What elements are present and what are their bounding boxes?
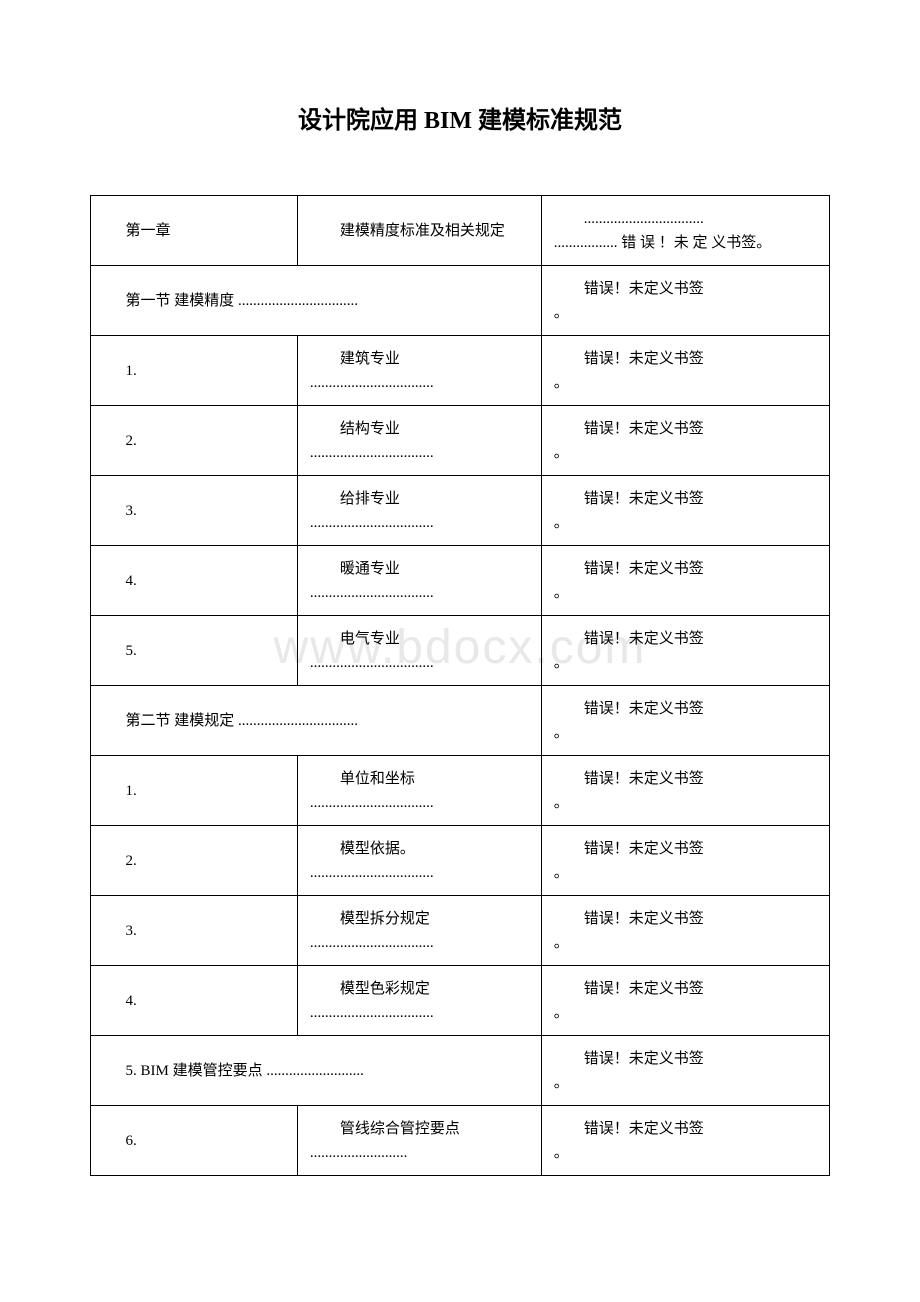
table-row: 4.模型色彩规定................................… <box>91 966 830 1036</box>
toc-cell-number: 4. <box>91 966 298 1036</box>
table-row: 第一章建模精度标准及相关规定..........................… <box>91 196 830 266</box>
toc-cell-page: 错误！未定义书签。 <box>541 406 829 476</box>
toc-cell-page: 错误！未定义书签。 <box>541 546 829 616</box>
table-row: 2.结构专业.................................错… <box>91 406 830 476</box>
toc-cell-label: 建模精度标准及相关规定 <box>297 196 541 266</box>
toc-table: 第一章建模精度标准及相关规定..........................… <box>90 195 830 1176</box>
table-row: 6.管线综合管控要点..........................错误！未… <box>91 1106 830 1176</box>
toc-cell-number: 3. <box>91 476 298 546</box>
toc-cell-page: ........................................… <box>541 196 829 266</box>
table-row: 2.模型依据。.................................… <box>91 826 830 896</box>
toc-cell-label: 结构专业................................. <box>297 406 541 476</box>
table-row: 4.暖通专业.................................错… <box>91 546 830 616</box>
table-row: 3.模型拆分规定................................… <box>91 896 830 966</box>
toc-cell-label: 给排专业................................. <box>297 476 541 546</box>
toc-cell-label: 模型色彩规定................................. <box>297 966 541 1036</box>
toc-cell-page: 错误！未定义书签。 <box>541 266 829 336</box>
table-row: 第二节 建模规定 ...............................… <box>91 686 830 756</box>
toc-cell-page: 错误！未定义书签。 <box>541 686 829 756</box>
toc-cell-page: 错误！未定义书签。 <box>541 336 829 406</box>
toc-cell-page: 错误！未定义书签。 <box>541 476 829 546</box>
toc-cell-label: 5. BIM 建模管控要点 .......................... <box>91 1036 542 1106</box>
table-row: 1.建筑专业.................................错… <box>91 336 830 406</box>
toc-cell-page: 错误！未定义书签。 <box>541 966 829 1036</box>
toc-cell-label: 单位和坐标................................. <box>297 756 541 826</box>
toc-cell-page: 错误！未定义书签。 <box>541 756 829 826</box>
table-row: 第一节 建模精度 ...............................… <box>91 266 830 336</box>
toc-cell-label: 第二节 建模规定 ...............................… <box>91 686 542 756</box>
table-row: 3.给排专业.................................错… <box>91 476 830 546</box>
toc-cell-label: 暖通专业................................. <box>297 546 541 616</box>
toc-cell-label: 建筑专业................................. <box>297 336 541 406</box>
toc-cell-label: 模型拆分规定................................. <box>297 896 541 966</box>
toc-cell-label: 第一节 建模精度 ...............................… <box>91 266 542 336</box>
toc-cell-page: 错误！未定义书签。 <box>541 896 829 966</box>
toc-cell-label: 模型依据。................................. <box>297 826 541 896</box>
table-row: 5.电气专业.................................错… <box>91 616 830 686</box>
toc-cell-number: 1. <box>91 756 298 826</box>
toc-cell-number: 2. <box>91 826 298 896</box>
toc-cell-label: 管线综合管控要点.......................... <box>297 1106 541 1176</box>
toc-cell-number: 3. <box>91 896 298 966</box>
toc-cell-number: 5. <box>91 616 298 686</box>
table-row: 1.单位和坐标.................................… <box>91 756 830 826</box>
toc-cell-page: 错误！未定义书签。 <box>541 826 829 896</box>
toc-cell-number: 4. <box>91 546 298 616</box>
toc-cell-page: 错误！未定义书签。 <box>541 1106 829 1176</box>
toc-cell-label: 电气专业................................. <box>297 616 541 686</box>
toc-cell-number: 1. <box>91 336 298 406</box>
toc-cell-page: 错误！未定义书签。 <box>541 1036 829 1106</box>
toc-cell-page: 错误！未定义书签。 <box>541 616 829 686</box>
table-row: 5. BIM 建模管控要点 ..........................… <box>91 1036 830 1106</box>
toc-cell-number: 第一章 <box>91 196 298 266</box>
toc-cell-number: 6. <box>91 1106 298 1176</box>
toc-cell-number: 2. <box>91 406 298 476</box>
document-title: 设计院应用 BIM 建模标准规范 <box>90 100 830 135</box>
